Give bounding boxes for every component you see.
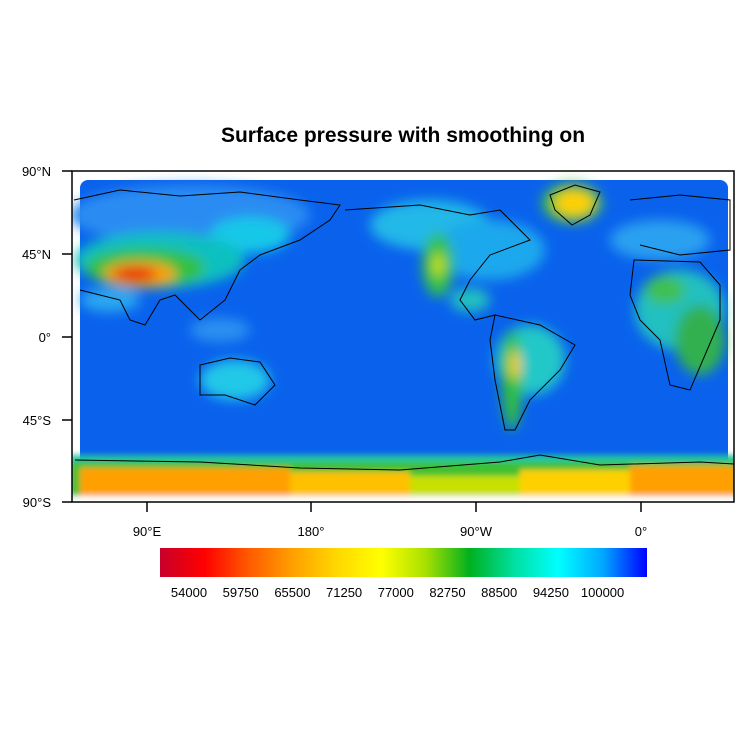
lat-label: 45°S	[22, 413, 51, 428]
colorbar-label: 65500	[274, 585, 311, 600]
lat-label: 0°	[38, 330, 51, 345]
colorbar-label: 59750	[222, 585, 259, 600]
andes-field	[502, 330, 522, 430]
coastlines	[73, 184, 734, 471]
colorbar-label: 94250	[532, 585, 569, 600]
axis-ticks	[62, 170, 642, 512]
colorbar-label: 54000	[170, 585, 208, 600]
plot-title: Surface pressure with smoothing on	[220, 124, 586, 147]
colorbar-label: 88500	[481, 585, 518, 600]
pressure-field	[72, 180, 734, 502]
lat-label: 90°N	[21, 164, 51, 179]
colorbar-label: 77000	[377, 585, 414, 600]
tibet-field	[113, 267, 157, 281]
colorbar-label: 100000	[580, 585, 625, 600]
colorbar-label: 82750	[429, 585, 466, 600]
australia-field	[200, 360, 270, 400]
antarctica-field	[72, 455, 734, 502]
lat-label: 90°S	[22, 495, 51, 510]
lon-label: 180°	[297, 524, 325, 539]
lon-label: 0°	[634, 524, 648, 539]
lat-label: 45°N	[21, 247, 51, 262]
colorbar-label: 71250	[326, 585, 363, 600]
lon-label: 90°W	[460, 524, 492, 539]
colorbar	[160, 548, 647, 577]
lon-label: 90°E	[132, 524, 162, 539]
